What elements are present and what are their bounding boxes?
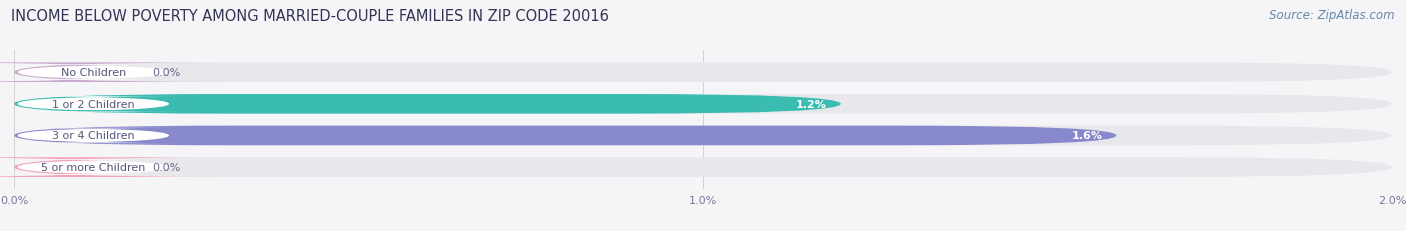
- FancyBboxPatch shape: [14, 158, 1392, 177]
- FancyBboxPatch shape: [3, 65, 184, 80]
- Text: 0.0%: 0.0%: [152, 68, 180, 78]
- Text: Source: ZipAtlas.com: Source: ZipAtlas.com: [1270, 9, 1395, 22]
- Text: INCOME BELOW POVERTY AMONG MARRIED-COUPLE FAMILIES IN ZIP CODE 20016: INCOME BELOW POVERTY AMONG MARRIED-COUPL…: [11, 9, 609, 24]
- FancyBboxPatch shape: [14, 95, 841, 114]
- Text: 3 or 4 Children: 3 or 4 Children: [52, 131, 135, 141]
- FancyBboxPatch shape: [14, 126, 1116, 146]
- Text: 1 or 2 Children: 1 or 2 Children: [52, 99, 135, 109]
- Text: 5 or more Children: 5 or more Children: [41, 162, 145, 172]
- FancyBboxPatch shape: [3, 128, 184, 143]
- FancyBboxPatch shape: [3, 160, 184, 175]
- FancyBboxPatch shape: [14, 95, 1392, 114]
- FancyBboxPatch shape: [14, 63, 1392, 83]
- Text: 1.2%: 1.2%: [796, 99, 827, 109]
- Text: 1.6%: 1.6%: [1071, 131, 1102, 141]
- FancyBboxPatch shape: [0, 63, 228, 83]
- Text: 0.0%: 0.0%: [152, 162, 180, 172]
- Text: No Children: No Children: [60, 68, 127, 78]
- FancyBboxPatch shape: [0, 158, 228, 177]
- FancyBboxPatch shape: [14, 126, 1392, 146]
- FancyBboxPatch shape: [3, 97, 184, 112]
